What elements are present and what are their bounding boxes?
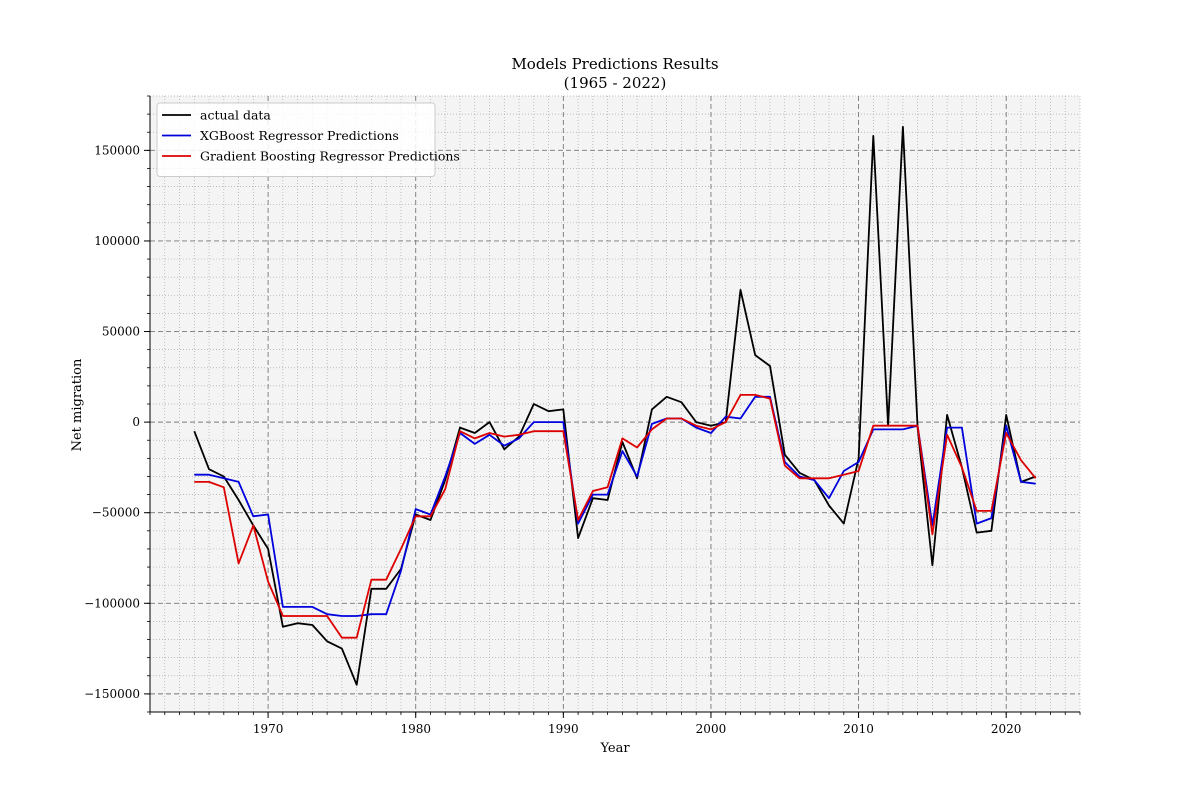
legend-entry-label: Gradient Boosting Regressor Predictions	[200, 149, 460, 164]
y-tick-label: 100000	[94, 234, 140, 248]
x-tick-label: 2010	[843, 722, 874, 736]
y-tick-label: −50000	[92, 506, 140, 520]
x-tick-label: 2000	[696, 722, 727, 736]
y-axis-label: Net migration	[70, 358, 85, 451]
chart-title: Models Predictions Results	[511, 55, 718, 73]
legend-entry-label: XGBoost Regressor Predictions	[200, 128, 399, 143]
x-tick-label: 1980	[400, 722, 431, 736]
legend: actual data XGBoost Regressor Predictions…	[156, 102, 460, 177]
x-axis-label: Year	[599, 741, 630, 756]
y-tick-label: 0	[132, 415, 140, 429]
y-tick-label: 50000	[102, 325, 140, 339]
y-tick-label: −150000	[84, 687, 140, 701]
chart-subtitle: (1965 - 2022)	[564, 74, 667, 92]
x-tick-label: 1970	[253, 722, 284, 736]
legend-box	[156, 102, 436, 177]
grid	[149, 95, 1081, 713]
x-tick-label: 2020	[991, 722, 1022, 736]
legend-entry-label: actual data	[200, 108, 271, 123]
y-tick-label: −100000	[84, 596, 140, 610]
y-tick-label: 150000	[94, 143, 140, 157]
x-tick-label: 1990	[548, 722, 579, 736]
series-line-gradient-boosting	[194, 393, 1037, 639]
series-line-xgboost	[194, 395, 1036, 617]
